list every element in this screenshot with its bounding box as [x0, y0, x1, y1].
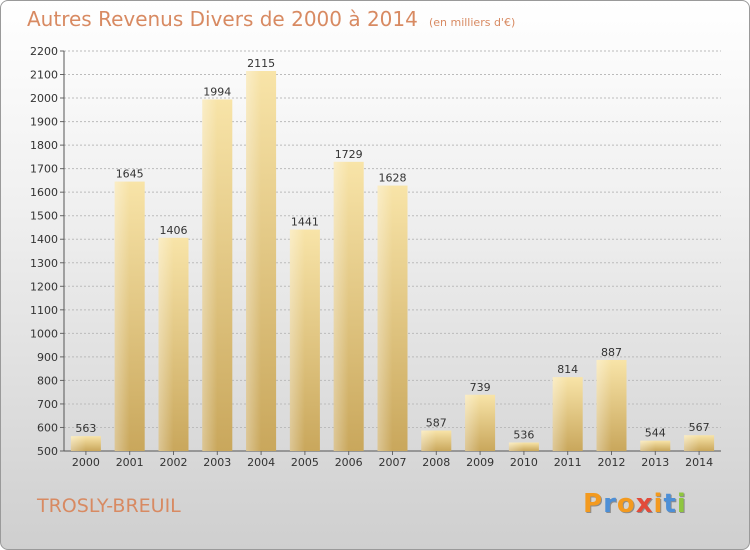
bar-highlight — [377, 185, 393, 451]
y-tick-label: 2100 — [30, 69, 58, 82]
x-tick-label: 2000 — [72, 456, 100, 469]
x-tick-label: 2011 — [554, 456, 582, 469]
y-tick-label: 1200 — [30, 280, 58, 293]
bar-highlight — [289, 229, 305, 451]
y-tick-label: 2200 — [30, 45, 58, 58]
bar-highlight — [202, 99, 218, 452]
bar-highlight — [421, 430, 437, 451]
data-label: 544 — [645, 427, 666, 440]
y-tick-label: 1100 — [30, 304, 58, 317]
data-label: 1628 — [379, 172, 407, 185]
y-tick-label: 900 — [37, 351, 58, 364]
data-label: 2115 — [247, 57, 275, 70]
y-tick-label: 1000 — [30, 327, 58, 340]
y-tick-label: 1500 — [30, 210, 58, 223]
bar-highlight — [640, 440, 656, 451]
y-tick-label: 1600 — [30, 186, 58, 199]
data-label: 587 — [426, 417, 447, 430]
x-tick-label: 2010 — [510, 456, 538, 469]
x-tick-label: 2012 — [598, 456, 626, 469]
x-tick-label: 2002 — [160, 456, 188, 469]
bar-highlight — [508, 442, 524, 451]
logo-letter: t — [663, 489, 677, 519]
y-tick-label: 2000 — [30, 92, 58, 105]
y-tick-label: 800 — [37, 374, 58, 387]
x-tick-label: 2014 — [685, 456, 713, 469]
logo-letter: P — [583, 489, 604, 519]
proxiti-logo[interactable]: Proxiti — [583, 489, 687, 519]
x-tick-label: 2013 — [641, 456, 669, 469]
y-tick-label: 1900 — [30, 116, 58, 129]
y-tick-label: 700 — [37, 398, 58, 411]
chart-unit-note: (en milliers d'€) — [428, 16, 516, 29]
y-tick-label: 1700 — [30, 163, 58, 176]
bar-highlight — [70, 436, 86, 451]
data-label: 1729 — [335, 148, 363, 161]
title-row: Autres Revenus Divers de 2000 à 2014 (en… — [27, 7, 515, 31]
x-tick-label: 2009 — [466, 456, 494, 469]
data-label: 887 — [601, 346, 622, 359]
bar-highlight — [552, 377, 568, 451]
data-label: 536 — [513, 429, 534, 442]
bar-highlight — [684, 435, 700, 451]
x-tick-label: 2004 — [247, 456, 275, 469]
y-tick-label: 500 — [37, 445, 58, 458]
data-label: 814 — [557, 363, 578, 376]
data-label: 567 — [689, 421, 710, 434]
bar-highlight — [465, 394, 481, 451]
x-tick-label: 2001 — [116, 456, 144, 469]
logo-letter: i — [653, 489, 664, 519]
bar-highlight — [596, 359, 612, 451]
chart-title: Autres Revenus Divers de 2000 à 2014 — [27, 7, 418, 31]
y-tick-label: 1800 — [30, 139, 58, 152]
y-tick-label: 600 — [37, 421, 58, 434]
bar-highlight — [158, 237, 174, 451]
data-label: 1645 — [116, 168, 144, 181]
data-label: 563 — [75, 422, 96, 435]
logo-letter: x — [635, 489, 654, 519]
x-tick-label: 2005 — [291, 456, 319, 469]
data-label: 1406 — [160, 224, 188, 237]
x-tick-label: 2007 — [379, 456, 407, 469]
data-label: 1994 — [203, 85, 231, 98]
data-label: 1441 — [291, 216, 319, 229]
y-tick-label: 1400 — [30, 233, 58, 246]
bar-highlight — [333, 161, 349, 451]
logo-letter: o — [616, 489, 636, 519]
y-tick-label: 1300 — [30, 257, 58, 270]
bar-highlight — [246, 71, 262, 451]
data-label: 739 — [470, 381, 491, 394]
commune-name: TROSLY-BREUIL — [37, 495, 181, 517]
logo-letter: r — [603, 489, 617, 519]
x-tick-label: 2006 — [335, 456, 363, 469]
logo-letter: i — [676, 489, 687, 519]
x-tick-label: 2008 — [422, 456, 450, 469]
x-tick-label: 2003 — [203, 456, 231, 469]
bar-highlight — [114, 181, 130, 451]
